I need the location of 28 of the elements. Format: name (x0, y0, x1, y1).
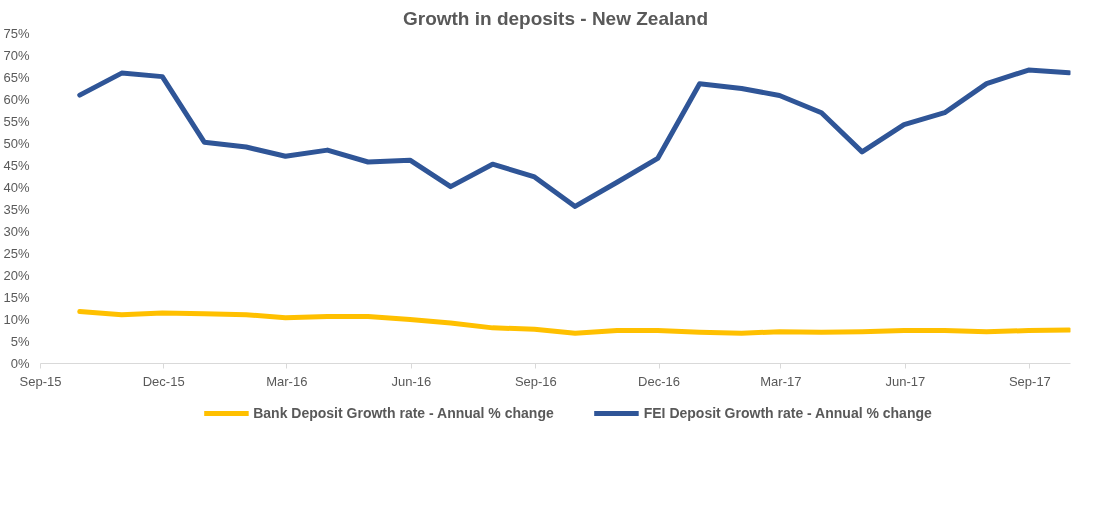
y-tick-label: 10% (3, 312, 30, 327)
y-tick-label: 65% (3, 70, 30, 85)
y-tick-label: 60% (3, 92, 30, 107)
x-tick-label: Sep-16 (514, 373, 557, 389)
x-tick-label: Sep-17 (1008, 373, 1051, 389)
chart-title: Growth in deposits - New Zealand (402, 7, 709, 29)
x-tick-label: Mar-16 (266, 373, 308, 389)
x-tick-label: Dec-15 (142, 373, 185, 389)
y-tick-label: 15% (3, 290, 30, 305)
legend-label: FEI Deposit Growth rate - Annual % change (643, 405, 932, 421)
y-tick-label: 45% (3, 158, 30, 173)
x-tick-label: Mar-17 (760, 373, 802, 389)
x-tick-label: Sep-15 (19, 373, 62, 389)
y-tick-label: 50% (3, 136, 30, 151)
x-tick-label: Jun-16 (391, 373, 432, 389)
y-tick-label: 75% (3, 26, 30, 41)
y-tick-label: 20% (3, 268, 30, 283)
y-tick-label: 30% (3, 224, 30, 239)
x-tick-label: Jun-17 (885, 373, 926, 389)
y-tick-label: 25% (3, 246, 30, 261)
y-tick-label: 5% (10, 334, 30, 349)
legend-label: Bank Deposit Growth rate - Annual % change (253, 405, 554, 421)
y-tick-label: 35% (3, 202, 30, 217)
y-tick-label: 0% (10, 356, 30, 371)
y-tick-label: 40% (3, 180, 30, 195)
x-tick-label: Dec-16 (638, 373, 681, 389)
y-tick-label: 70% (3, 48, 30, 63)
y-tick-label: 55% (3, 114, 30, 129)
